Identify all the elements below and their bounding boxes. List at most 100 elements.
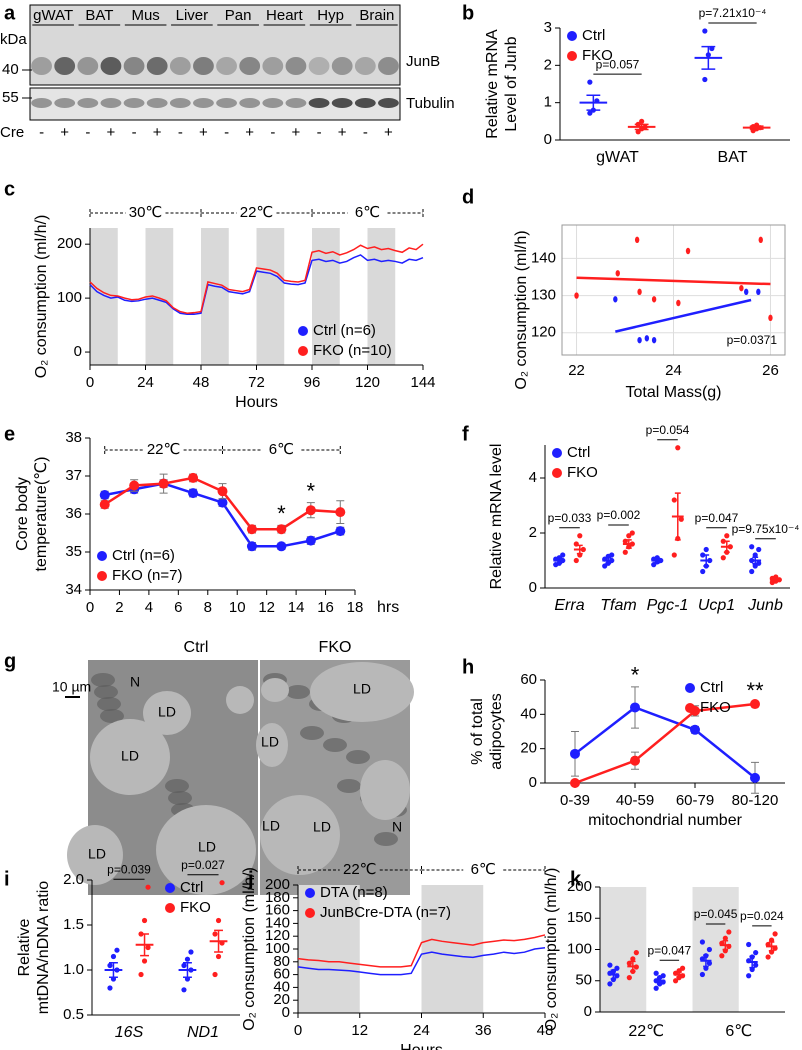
shaded-band bbox=[298, 885, 360, 1013]
annotation: p=0.0371 bbox=[727, 333, 778, 347]
data-point bbox=[651, 336, 657, 344]
band bbox=[169, 57, 191, 75]
data-point bbox=[622, 549, 628, 555]
y-tick-label: 0 bbox=[529, 774, 537, 791]
y-tick-label: 150 bbox=[567, 909, 592, 926]
significance: * bbox=[277, 501, 286, 526]
group-label: 22℃ bbox=[628, 1023, 664, 1040]
error-bar bbox=[722, 940, 729, 951]
y-tick-label: 140 bbox=[265, 914, 290, 931]
lipid-droplet bbox=[156, 805, 256, 895]
y-axis-label: O₂ consumption (ml/h) bbox=[513, 230, 530, 389]
x-tick-label: BAT bbox=[718, 149, 748, 166]
data-point bbox=[246, 524, 257, 535]
p-value: p=7.21x10⁻⁴ bbox=[699, 6, 767, 20]
period-label: 30℃ bbox=[129, 204, 163, 221]
data-point bbox=[335, 526, 346, 537]
error-bar bbox=[674, 492, 681, 541]
series-line bbox=[297, 946, 546, 976]
error-bar bbox=[576, 544, 583, 555]
scale-bar-label: 10 µm bbox=[52, 679, 91, 695]
error-bar bbox=[109, 962, 118, 978]
y-tick-label: 130 bbox=[531, 287, 556, 304]
data-point bbox=[188, 488, 199, 499]
data-point bbox=[630, 956, 636, 962]
band bbox=[239, 57, 261, 75]
period-line bbox=[311, 209, 424, 217]
data-point bbox=[639, 118, 645, 124]
y-tick-label: 0.5 bbox=[63, 1006, 84, 1023]
shaded-band bbox=[692, 887, 739, 1012]
y-tick-label: 0 bbox=[74, 343, 82, 360]
data-point bbox=[720, 555, 726, 561]
data-point bbox=[685, 247, 691, 255]
y-axis-label: adipocytes bbox=[488, 693, 505, 770]
x-tick-label: 16S bbox=[115, 1024, 144, 1041]
data-point bbox=[635, 129, 641, 135]
period-label: 22℃ bbox=[147, 441, 181, 458]
error-bar bbox=[656, 976, 663, 985]
y-axis-label: O₂ consumption (ml/h/) bbox=[543, 868, 560, 1032]
mitochondrion bbox=[165, 779, 189, 793]
error-bar bbox=[703, 954, 709, 968]
panel-label: f bbox=[462, 423, 469, 445]
genotype-label: - bbox=[178, 124, 183, 141]
data-point bbox=[753, 962, 759, 968]
data-point bbox=[607, 981, 613, 987]
y-axis-label: temperature(℃) bbox=[33, 457, 50, 572]
data-point bbox=[706, 960, 713, 966]
data-point bbox=[215, 917, 222, 924]
series-line bbox=[297, 934, 546, 968]
legend-label: Ctrl bbox=[180, 879, 203, 896]
band bbox=[169, 98, 191, 108]
image-label: LD bbox=[262, 818, 280, 834]
legend-label: FKO bbox=[567, 464, 598, 481]
data-point bbox=[246, 541, 257, 552]
image-label: N bbox=[130, 674, 140, 690]
fit-line bbox=[615, 298, 752, 333]
legend-label: FKO (n=7) bbox=[112, 567, 182, 584]
image-label: LD bbox=[121, 748, 139, 764]
y-tick-label: 120 bbox=[531, 324, 556, 341]
data-point bbox=[678, 516, 684, 522]
x-tick-label: 0-39 bbox=[560, 792, 590, 809]
error-bar bbox=[630, 960, 636, 973]
data-point bbox=[690, 724, 700, 735]
data-point bbox=[181, 962, 187, 969]
data-point bbox=[276, 541, 287, 552]
period-label: 6℃ bbox=[269, 441, 294, 458]
data-point bbox=[637, 288, 642, 296]
x-axis-label: Total Mass(g) bbox=[625, 384, 721, 401]
y-axis-label: % of total bbox=[469, 698, 486, 765]
data-point bbox=[739, 284, 744, 292]
panel-label: g bbox=[4, 650, 16, 672]
data-point bbox=[644, 335, 650, 342]
band bbox=[285, 57, 307, 75]
data-point bbox=[752, 563, 758, 569]
x-tick-label: 12 bbox=[258, 599, 275, 616]
tissue-label: Liver bbox=[176, 7, 209, 24]
y-tick-label: 1 bbox=[544, 94, 552, 111]
fit-line bbox=[576, 276, 771, 286]
y-tick-label: 3 bbox=[544, 19, 552, 36]
y-axis-label: O₂ consumption (ml/h/) bbox=[241, 867, 258, 1031]
significance: ** bbox=[746, 678, 764, 703]
period-line bbox=[297, 866, 422, 874]
mitochondrion bbox=[346, 750, 370, 764]
x-tick-label: 0 bbox=[86, 599, 94, 616]
data-point bbox=[217, 486, 228, 497]
genotype-label: - bbox=[224, 124, 229, 141]
genotype-label: + bbox=[60, 124, 69, 141]
x-tick-label: Pgc-1 bbox=[647, 597, 689, 614]
data-point bbox=[634, 236, 640, 244]
legend-label: FKO bbox=[700, 699, 731, 716]
data-point bbox=[749, 544, 755, 550]
data-point bbox=[587, 79, 593, 85]
y-tick-label: 0 bbox=[544, 131, 552, 148]
genotype-label: + bbox=[107, 124, 116, 141]
data-point bbox=[700, 568, 706, 575]
y-tick-label: 100 bbox=[57, 289, 82, 306]
x-tick-label: 144 bbox=[410, 374, 435, 391]
y-tick-label: 2.0 bbox=[63, 871, 84, 888]
period-label: 6℃ bbox=[355, 204, 380, 221]
